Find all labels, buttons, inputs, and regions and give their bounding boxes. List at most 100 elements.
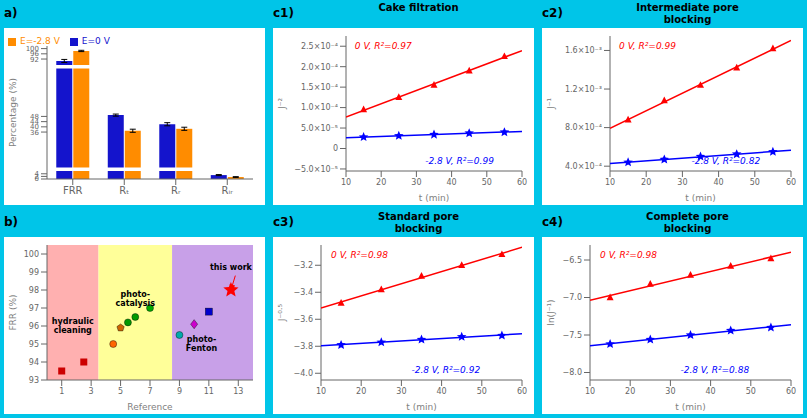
svg-text:20: 20 bbox=[641, 178, 651, 187]
svg-text:13: 13 bbox=[233, 387, 243, 396]
svg-text:FRR: FRR bbox=[63, 185, 83, 196]
svg-text:60: 60 bbox=[786, 387, 796, 396]
svg-text:60: 60 bbox=[517, 178, 527, 187]
svg-text:Rᵣ: Rᵣ bbox=[171, 185, 181, 196]
svg-text:J⁻⁰·⁵: J⁻⁰·⁵ bbox=[277, 303, 287, 322]
html-text:-2.8 V, R²=0.92: -2.8 V, R²=0.92 bbox=[411, 364, 481, 375]
html-text:Standard pore blocking: Standard pore blocking bbox=[378, 211, 459, 234]
svg-text:11: 11 bbox=[204, 387, 214, 396]
svg-text:50: 50 bbox=[477, 387, 487, 396]
svg-text:J⁻¹: J⁻¹ bbox=[546, 98, 556, 110]
svg-text:40: 40 bbox=[714, 178, 724, 187]
svg-text:hydrauliccleaning: hydrauliccleaning bbox=[52, 317, 94, 335]
svg-text:−7.5: −7.5 bbox=[563, 331, 582, 340]
svg-text:40: 40 bbox=[447, 178, 457, 187]
svg-text:Reference: Reference bbox=[127, 402, 173, 412]
svg-text:20: 20 bbox=[625, 387, 635, 396]
svg-text:93: 93 bbox=[29, 376, 39, 385]
svg-text:60: 60 bbox=[517, 387, 527, 396]
html-text:Cake filtration: Cake filtration bbox=[378, 2, 459, 13]
html-text:-2.8 V, R²=0.82: -2.8 V, R²=0.82 bbox=[691, 155, 761, 166]
svg-text:30: 30 bbox=[396, 387, 406, 396]
svg-text:5: 5 bbox=[118, 387, 123, 396]
html-text:0 V, R²=0.98: 0 V, R²=0.98 bbox=[600, 250, 657, 261]
svg-text:−3.4: −3.4 bbox=[294, 288, 313, 297]
svg-text:100: 100 bbox=[24, 250, 39, 259]
svg-text:7: 7 bbox=[147, 387, 152, 396]
html-text:Complete pore blocking: Complete pore blocking bbox=[646, 211, 729, 234]
html-text:0 V, R²=0.97: 0 V, R²=0.97 bbox=[354, 41, 412, 52]
svg-text:9: 9 bbox=[177, 387, 182, 396]
svg-text:96: 96 bbox=[29, 322, 39, 331]
svg-text:99: 99 bbox=[29, 268, 39, 277]
html-text:c4): c4) bbox=[542, 215, 563, 229]
svg-text:40: 40 bbox=[706, 387, 716, 396]
svg-text:1.5×10⁻⁴: 1.5×10⁻⁴ bbox=[301, 83, 338, 92]
svg-text:50: 50 bbox=[482, 178, 492, 187]
svg-text:4: 4 bbox=[35, 170, 40, 178]
svg-text:−8.0: −8.0 bbox=[563, 368, 582, 377]
svg-text:ln(J⁻¹): ln(J⁻¹) bbox=[546, 299, 556, 325]
svg-text:Rₜ: Rₜ bbox=[119, 185, 129, 196]
svg-text:−6.5: −6.5 bbox=[563, 256, 582, 265]
html-text:0 V, R²=0.99: 0 V, R²=0.99 bbox=[619, 41, 676, 52]
svg-text:3: 3 bbox=[89, 387, 94, 396]
svg-text:20: 20 bbox=[376, 178, 386, 187]
svg-text:t (min): t (min) bbox=[685, 193, 715, 203]
svg-text:98: 98 bbox=[29, 286, 39, 295]
svg-text:100: 100 bbox=[26, 45, 39, 53]
svg-text:−4.0: −4.0 bbox=[294, 369, 313, 378]
svg-text:−3.8: −3.8 bbox=[294, 342, 313, 351]
svg-text:40: 40 bbox=[437, 387, 447, 396]
svg-text:30: 30 bbox=[677, 178, 687, 187]
svg-text:this work: this work bbox=[210, 263, 253, 272]
svg-text:97: 97 bbox=[29, 304, 39, 313]
html-text:E=-2.8 V: E=-2.8 V bbox=[20, 36, 60, 46]
svg-text:95: 95 bbox=[29, 340, 39, 349]
html-text:b): b) bbox=[4, 215, 19, 229]
svg-text:4.0×10⁻⁴: 4.0×10⁻⁴ bbox=[565, 162, 602, 171]
html-text:a): a) bbox=[4, 6, 18, 20]
svg-text:50: 50 bbox=[746, 387, 756, 396]
html-text:c2): c2) bbox=[542, 6, 563, 20]
html-text:Intermediate pore blocking: Intermediate pore blocking bbox=[636, 2, 739, 25]
svg-text:10: 10 bbox=[585, 387, 595, 396]
html-text:-2.8 V, R²=0.88: -2.8 V, R²=0.88 bbox=[680, 364, 750, 375]
svg-text:10: 10 bbox=[341, 178, 351, 187]
svg-text:5.0×10⁻⁵: 5.0×10⁻⁵ bbox=[301, 124, 338, 133]
svg-text:t (min): t (min) bbox=[675, 402, 705, 412]
svg-text:30: 30 bbox=[411, 178, 421, 187]
svg-text:2.5×10⁻⁴: 2.5×10⁻⁴ bbox=[301, 42, 338, 51]
svg-text:photo-Fenton: photo-Fenton bbox=[186, 335, 218, 353]
html-text:c1): c1) bbox=[273, 6, 294, 20]
svg-text:60: 60 bbox=[786, 178, 796, 187]
svg-text:J⁻²: J⁻² bbox=[277, 98, 287, 110]
svg-text:FRR (%): FRR (%) bbox=[8, 294, 18, 330]
html-text:-2.8 V, R²=0.99: -2.8 V, R²=0.99 bbox=[425, 155, 494, 166]
svg-text:−5.0×10⁻⁵: −5.0×10⁻⁵ bbox=[294, 165, 338, 174]
svg-text:photo-catalysis: photo-catalysis bbox=[115, 290, 155, 308]
svg-text:Rᵢᵣ: Rᵢᵣ bbox=[222, 185, 234, 196]
svg-text:1: 1 bbox=[59, 387, 64, 396]
svg-text:−7.0: −7.0 bbox=[563, 293, 582, 302]
svg-text:20: 20 bbox=[356, 387, 366, 396]
svg-text:1.2×10⁻³: 1.2×10⁻³ bbox=[565, 85, 602, 94]
svg-text:1.6×10⁻³: 1.6×10⁻³ bbox=[565, 46, 602, 55]
svg-text:t (min): t (min) bbox=[419, 193, 449, 203]
html-text:c3): c3) bbox=[273, 215, 294, 229]
svg-text:t (min): t (min) bbox=[406, 402, 436, 412]
svg-text:8.0×10⁻⁴: 8.0×10⁻⁴ bbox=[565, 123, 602, 132]
svg-text:10: 10 bbox=[316, 387, 326, 396]
html-text:0 V, R²=0.98: 0 V, R²=0.98 bbox=[331, 250, 388, 261]
svg-text:Percentage (%): Percentage (%) bbox=[8, 78, 18, 147]
svg-text:−3.2: −3.2 bbox=[294, 261, 313, 270]
svg-text:0: 0 bbox=[333, 144, 338, 153]
svg-text:94: 94 bbox=[29, 358, 39, 367]
svg-text:50: 50 bbox=[750, 178, 760, 187]
svg-text:10: 10 bbox=[605, 178, 615, 187]
svg-text:2.0×10⁻⁴: 2.0×10⁻⁴ bbox=[301, 63, 338, 72]
svg-text:−3.6: −3.6 bbox=[294, 315, 313, 324]
svg-text:1.0×10⁻⁴: 1.0×10⁻⁴ bbox=[301, 103, 338, 112]
svg-text:30: 30 bbox=[665, 387, 675, 396]
svg-text:48: 48 bbox=[30, 113, 39, 121]
